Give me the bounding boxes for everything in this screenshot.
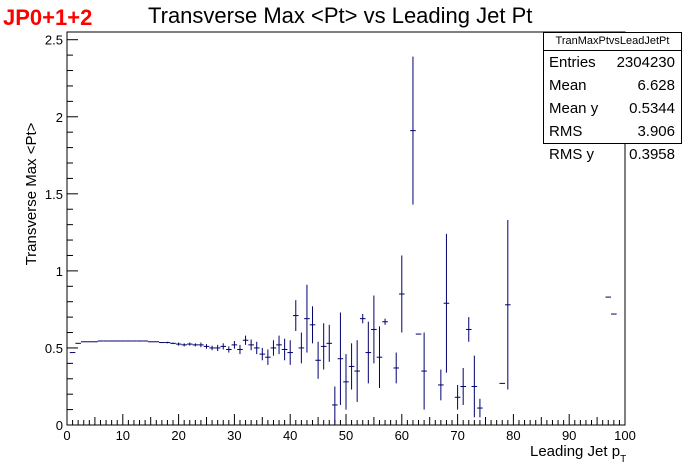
data-point [276, 335, 282, 355]
data-point [198, 342, 204, 348]
data-point [371, 295, 377, 364]
data-point [421, 332, 427, 410]
data-point [220, 343, 227, 350]
data-point [348, 343, 355, 390]
stats-row-mean-y: Mean y 0.5344 [544, 97, 681, 120]
data-point [164, 341, 171, 344]
data-point [242, 335, 249, 345]
data-point [326, 324, 333, 362]
stats-box-title: TranMaxPtvsLeadJetPt [544, 33, 681, 51]
stats-label: Entries [549, 54, 596, 71]
x-axis-label: Leading Jet pT [530, 443, 626, 465]
data-point [259, 347, 266, 361]
x-axis: 0 10 20 30 40 50 60 70 80 90 100 [63, 414, 636, 443]
data-point [175, 342, 182, 346]
x-tick-label: 30 [227, 428, 241, 443]
data-point [292, 300, 299, 331]
data-point [337, 312, 344, 405]
data-point [170, 342, 176, 345]
data-point [443, 233, 450, 373]
data-point [287, 340, 293, 365]
data-point [203, 344, 210, 349]
data-point [320, 323, 327, 370]
jet-sample-tag: JP0+1+2 [3, 5, 93, 30]
data-point [460, 367, 466, 405]
data-point [237, 344, 243, 355]
data-point [270, 340, 277, 356]
stats-value: 3.906 [637, 123, 675, 140]
data-point [376, 326, 383, 389]
data-point [253, 341, 260, 355]
data-point [393, 352, 400, 384]
x-tick-label: 0 [63, 428, 70, 443]
data-point [365, 321, 372, 384]
data-point [231, 341, 238, 349]
stats-row-entries: Entries 2304230 [544, 51, 681, 74]
data-point [192, 343, 199, 347]
x-tick-label: 60 [395, 428, 409, 443]
data-point [248, 339, 254, 351]
data-point [382, 318, 388, 325]
y-axis-label: Transverse Max <Pt> [23, 122, 40, 265]
stats-value: 6.628 [637, 77, 675, 94]
y-axis: 0 0.5 1 1.5 2 2.5 [45, 33, 78, 433]
stats-label: Mean [549, 77, 587, 94]
stats-label: RMS y [549, 146, 594, 163]
data-point [181, 343, 187, 347]
y-tick-label: 2 [56, 110, 63, 125]
data-point [209, 345, 215, 351]
stats-row-mean: Mean 6.628 [544, 74, 681, 97]
x-tick-label: 40 [283, 428, 297, 443]
x-tick-label: 10 [116, 428, 130, 443]
stats-value: 0.3958 [629, 146, 675, 163]
data-point [214, 344, 221, 352]
data-point [399, 255, 405, 333]
x-tick-label: 90 [562, 428, 576, 443]
data-point [454, 384, 461, 410]
data-point [309, 306, 316, 344]
data-point [186, 342, 193, 346]
data-point [359, 314, 366, 324]
y-tick-label: 1 [56, 264, 63, 279]
data-point [281, 338, 288, 361]
stats-box: TranMaxPtvsLeadJetPt Entries 2304230 Mea… [543, 32, 682, 163]
x-tick-label: 100 [614, 428, 636, 443]
stats-row-rms: RMS 3.906 [544, 120, 681, 143]
y-tick-label: 1.5 [45, 187, 63, 202]
data-point [438, 369, 444, 401]
x-tick-label: 80 [506, 428, 520, 443]
data-point [265, 349, 271, 365]
data-points [69, 56, 617, 424]
x-tick-label: 50 [339, 428, 353, 443]
y-tick-label: 0 [56, 418, 63, 433]
stats-label: RMS [549, 123, 583, 140]
x-tick-label: 70 [450, 428, 464, 443]
data-point [505, 220, 511, 390]
y-tick-label: 2.5 [45, 33, 63, 48]
data-point [304, 284, 310, 353]
data-point [477, 398, 483, 418]
y-tick-label: 0.5 [45, 341, 63, 356]
x-tick-label: 20 [171, 428, 185, 443]
data-point [354, 340, 360, 402]
chart-title: Transverse Max <Pt> vs Leading Jet Pt [148, 3, 533, 28]
data-point [298, 332, 305, 364]
data-point [410, 56, 416, 205]
stats-row-rms-y: RMS y 0.3958 [544, 143, 681, 166]
data-point [315, 341, 321, 379]
stats-label: Mean y [549, 100, 599, 117]
data-point [471, 355, 478, 418]
data-point [226, 346, 232, 353]
data-point [465, 317, 472, 342]
stats-value: 2304230 [616, 54, 675, 71]
stats-value: 0.5344 [629, 100, 675, 117]
data-point [343, 354, 349, 410]
data-point [332, 386, 338, 424]
